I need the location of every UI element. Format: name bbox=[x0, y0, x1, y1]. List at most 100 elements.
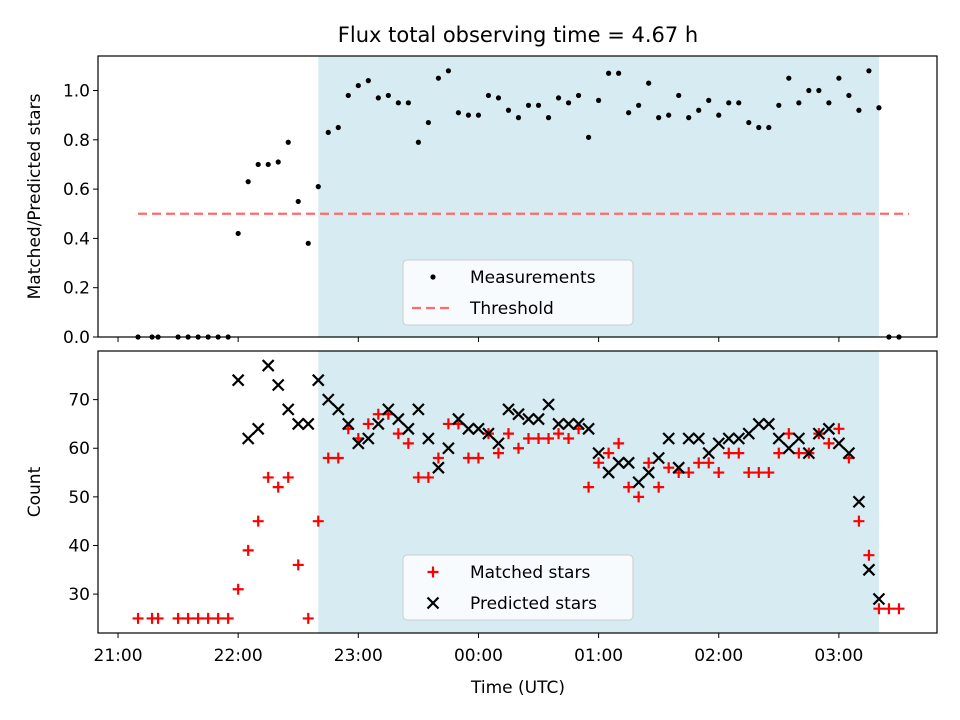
predicted-star-point bbox=[582, 422, 595, 436]
matched-star-point bbox=[713, 467, 725, 479]
matched-star-point bbox=[492, 447, 504, 459]
predicted-star-point bbox=[472, 422, 485, 436]
measurement-point bbox=[585, 134, 592, 140]
x-tick-label: 00:00 bbox=[454, 646, 503, 666]
y-tick-label: 0.8 bbox=[63, 131, 90, 151]
legend-matched-marker bbox=[427, 566, 439, 578]
matched-star-point bbox=[432, 452, 444, 464]
predicted-star-point bbox=[682, 432, 695, 445]
measurement-point bbox=[716, 112, 722, 118]
predicted-star-point bbox=[392, 412, 405, 426]
measurement-point bbox=[846, 92, 852, 99]
measurement-point bbox=[425, 119, 431, 126]
measurement-point bbox=[575, 92, 582, 99]
predicted-star-point bbox=[271, 378, 285, 392]
matched-star-point bbox=[412, 471, 424, 483]
matched-star-point bbox=[422, 471, 434, 483]
predicted-star-point bbox=[772, 432, 786, 445]
matched-star-point bbox=[272, 481, 284, 493]
matched-star-point bbox=[222, 612, 234, 624]
measurement-point bbox=[335, 124, 341, 131]
matched-star-point bbox=[172, 612, 184, 624]
measurement-point bbox=[616, 70, 622, 76]
predicted-star-point bbox=[622, 456, 635, 470]
predicted-star-point bbox=[672, 461, 685, 474]
ratio-panel: 0.0 0.2 0.4 0.6 0.8 1.0 Matched/Predicted star… bbox=[25, 55, 938, 348]
measurement-point bbox=[285, 139, 291, 145]
measurement-point bbox=[656, 115, 662, 121]
predicted-star-point bbox=[342, 417, 355, 431]
measurement-point bbox=[485, 92, 492, 99]
measurement-point bbox=[305, 240, 311, 246]
matched-star-point bbox=[543, 433, 555, 445]
x-axis-label: Time (UTC) bbox=[470, 678, 565, 698]
predicted-star-point bbox=[852, 495, 866, 509]
predicted-star-point bbox=[522, 412, 535, 426]
predicted-star-point bbox=[301, 417, 315, 431]
measurement-point bbox=[415, 139, 421, 145]
predicted-star-point bbox=[332, 403, 345, 416]
predicted-star-point bbox=[592, 446, 605, 460]
y-axis-label: Matched/Predicted stars bbox=[25, 93, 45, 299]
legend-label: Measurements bbox=[470, 268, 596, 288]
measurement-point bbox=[555, 95, 562, 101]
predicted-star-point bbox=[492, 437, 505, 450]
measurement-point bbox=[405, 100, 411, 106]
y-tick-label: 40 bbox=[68, 536, 90, 556]
matched-star-point bbox=[292, 559, 304, 571]
predicted-star-point bbox=[752, 417, 766, 431]
predicted-star-point bbox=[832, 437, 846, 450]
predicted-star-point bbox=[512, 407, 525, 421]
predicted-star-point bbox=[732, 432, 746, 445]
legend-box bbox=[402, 554, 634, 621]
x-tick-label: 21:00 bbox=[94, 646, 143, 666]
matched-star-point bbox=[873, 603, 885, 615]
matched-star-point bbox=[533, 433, 545, 445]
measurement-point bbox=[606, 70, 612, 76]
matched-star-point bbox=[232, 583, 244, 595]
predicted-star-point bbox=[281, 403, 295, 416]
measurement-point bbox=[505, 107, 512, 113]
matched-star-point bbox=[683, 467, 695, 479]
predicted-star-point bbox=[642, 466, 655, 479]
predicted-star-point bbox=[652, 451, 665, 465]
measurement-point bbox=[345, 92, 351, 99]
predicted-star-point bbox=[462, 422, 475, 436]
y-tick-label: 30 bbox=[68, 585, 90, 605]
matched-star-point bbox=[623, 481, 635, 493]
predicted-star-point bbox=[362, 432, 375, 445]
y-tick-label: 60 bbox=[68, 439, 90, 459]
measurement-point bbox=[676, 92, 682, 99]
matched-star-point bbox=[152, 612, 164, 624]
predicted-star-point bbox=[412, 403, 425, 416]
measurement-point bbox=[766, 124, 772, 131]
plot-frame bbox=[97, 55, 938, 338]
predicted-star-point bbox=[402, 422, 415, 436]
measurement-point bbox=[455, 110, 462, 116]
matched-star-point bbox=[703, 457, 715, 469]
matched-star-point bbox=[282, 471, 294, 483]
predicted-star-point bbox=[321, 393, 335, 406]
matched-star-point bbox=[442, 418, 454, 430]
measurement-point bbox=[776, 102, 782, 108]
predicted-star-point bbox=[862, 563, 876, 577]
measurement-point bbox=[255, 161, 261, 168]
matched-star-point bbox=[513, 442, 525, 454]
matched-star-point bbox=[603, 447, 615, 459]
measurement-point bbox=[636, 102, 642, 108]
measurement-point bbox=[535, 102, 542, 108]
measurement-point bbox=[275, 159, 281, 165]
predicted-star-point bbox=[261, 359, 275, 372]
matched-star-point bbox=[372, 408, 384, 420]
matched-star-point bbox=[723, 447, 735, 459]
measurement-point bbox=[866, 68, 872, 74]
predicted-star-point bbox=[352, 437, 365, 450]
y-tick-label: 0.6 bbox=[63, 180, 90, 200]
matched-star-point bbox=[883, 603, 895, 615]
matched-star-point bbox=[583, 481, 595, 493]
predicted-star-point bbox=[452, 412, 465, 426]
matched-star-point bbox=[132, 612, 144, 624]
matched-star-point bbox=[322, 452, 334, 464]
measurement-point bbox=[315, 184, 321, 190]
legend-box bbox=[402, 259, 634, 326]
